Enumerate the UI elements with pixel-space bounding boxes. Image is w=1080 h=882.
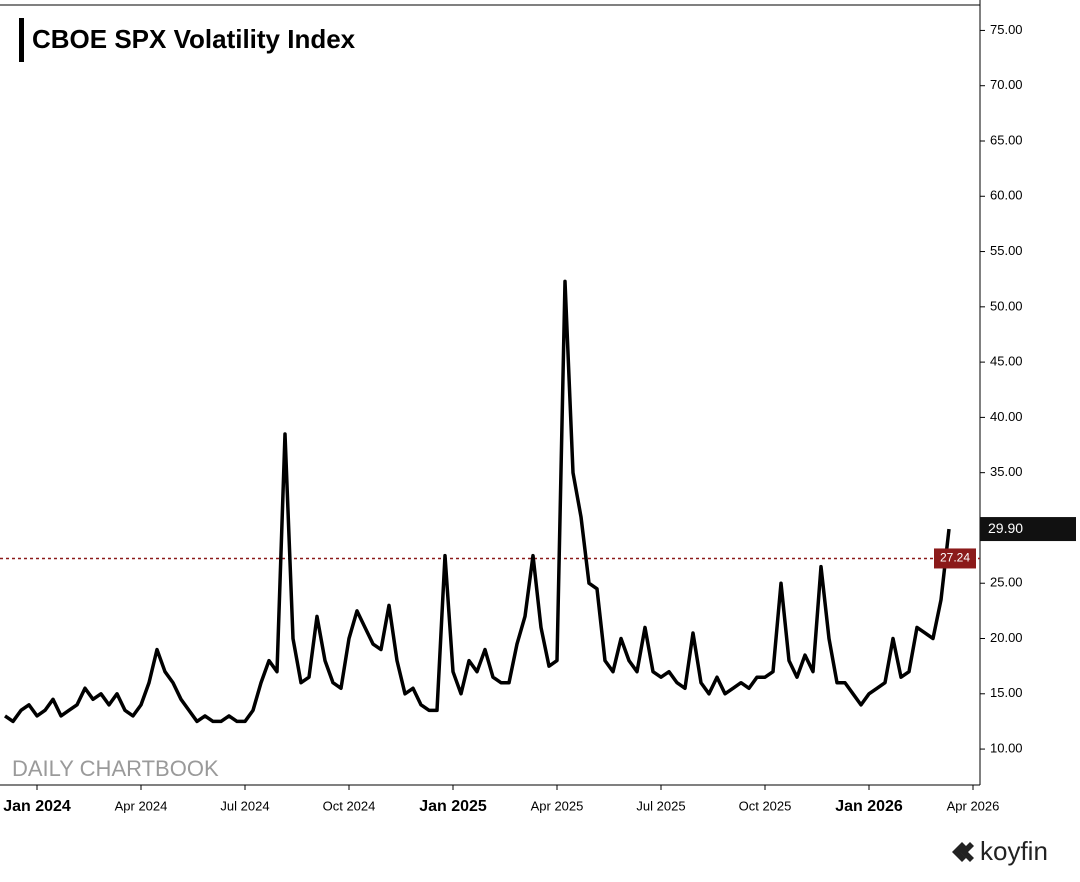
x-tick-label: Apr 2024	[115, 798, 168, 813]
y-tick-label: 55.00	[990, 243, 1023, 258]
y-tick-label: 15.00	[990, 685, 1023, 700]
last-value-box	[980, 517, 1076, 542]
y-tick-label: 25.00	[990, 575, 1023, 590]
x-tick-label: Jan 2025	[419, 798, 487, 815]
watermark: DAILY CHARTBOOK	[12, 756, 219, 781]
y-tick-label: 75.00	[990, 22, 1023, 37]
y-tick-label: 50.00	[990, 298, 1023, 313]
y-tick-label: 10.00	[990, 741, 1023, 756]
x-tick-label: Jul 2024	[220, 798, 269, 813]
x-tick-label: Oct 2025	[739, 798, 792, 813]
y-tick-label: 40.00	[990, 409, 1023, 424]
reference-label: 27.24	[940, 551, 970, 565]
x-tick-label: Jul 2025	[636, 798, 685, 813]
title-bar	[19, 18, 24, 62]
y-tick-label: 65.00	[990, 132, 1023, 147]
y-tick-label: 60.00	[990, 188, 1023, 203]
y-tick-label: 45.00	[990, 354, 1023, 369]
brand-logo	[952, 842, 974, 862]
series-line	[4, 279, 951, 724]
x-tick-label: Oct 2024	[323, 798, 376, 813]
y-tick-label: 35.00	[990, 464, 1023, 479]
y-tick-label: 70.00	[990, 77, 1023, 92]
x-tick-label: Apr 2025	[531, 798, 584, 813]
x-tick-label: Jan 2026	[835, 798, 903, 815]
brand-name: koyfin	[980, 836, 1048, 866]
x-tick-label: Apr 2026	[947, 798, 1000, 813]
last-value-label: 29.90	[988, 520, 1023, 536]
chart-title: CBOE SPX Volatility Index	[32, 24, 356, 54]
y-tick-label: 20.00	[990, 630, 1023, 645]
reference-label-box	[934, 548, 976, 569]
x-tick-label: Jan 2024	[3, 798, 71, 815]
